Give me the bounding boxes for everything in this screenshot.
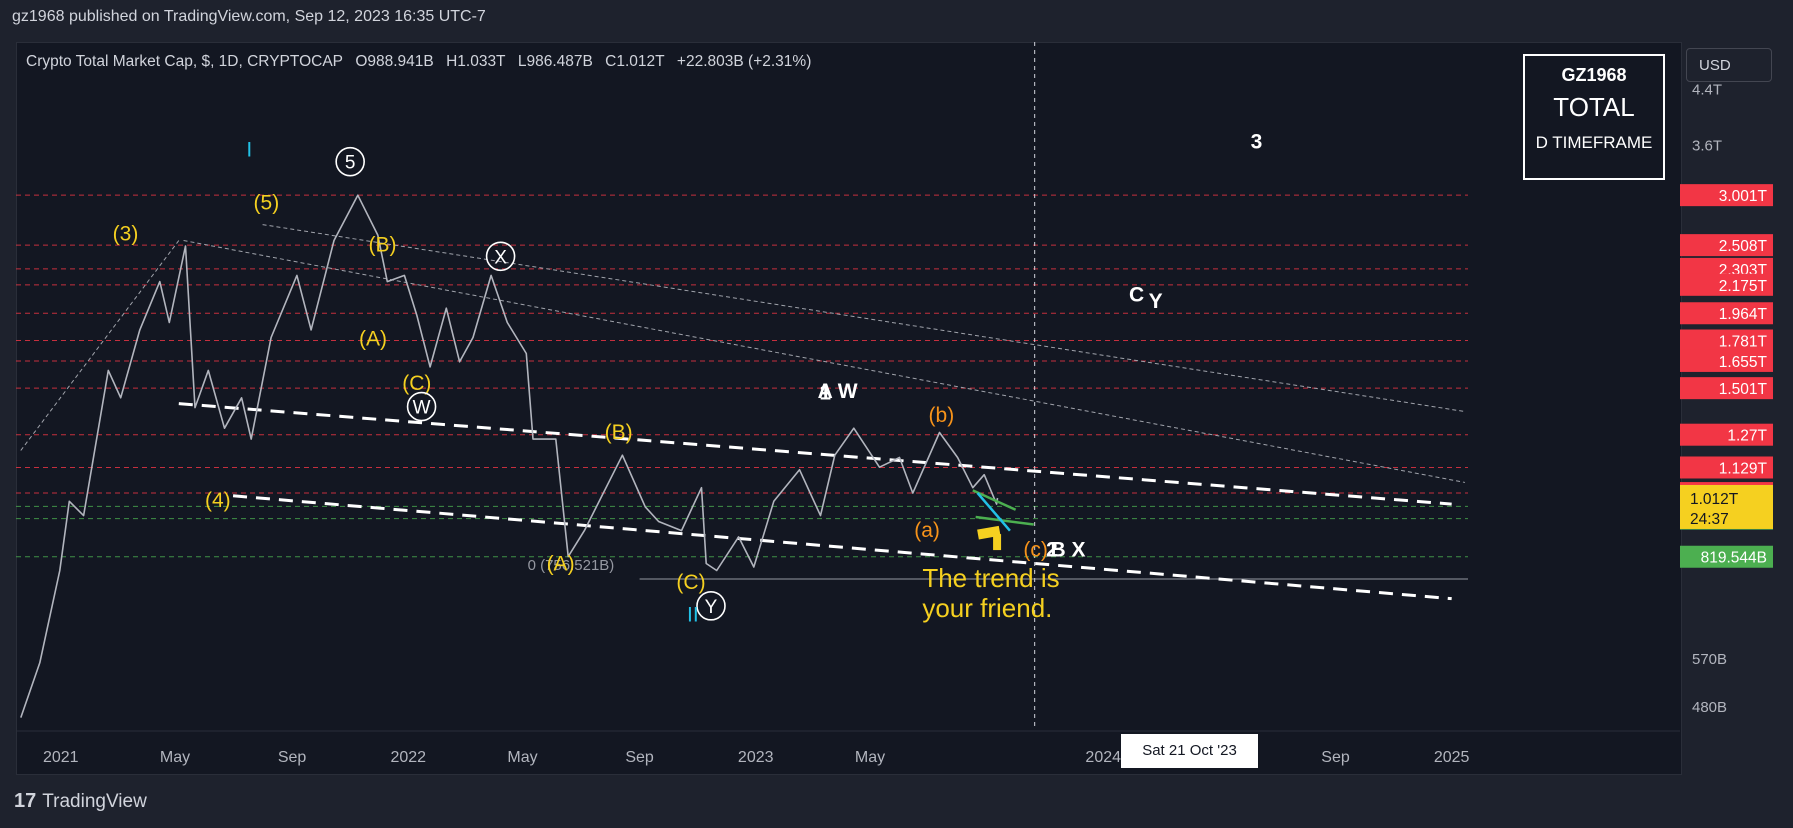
fib-price-tag	[1680, 184, 1773, 207]
wave-circle	[696, 591, 726, 621]
wave-label: I	[246, 138, 252, 161]
fib-price-label: 1.964T	[1719, 306, 1768, 323]
wave-label: (b)	[929, 404, 955, 427]
tradingview-logo[interactable]: 17 TradingView	[14, 790, 147, 813]
x-tick-label: May	[507, 749, 537, 766]
wave-label: (B)	[369, 234, 397, 257]
wave-label: Y	[1149, 290, 1163, 313]
fib-price-label: 2.508T	[1719, 238, 1768, 255]
trendline[interactable]	[20, 240, 180, 451]
y-tick-label: 570B	[1692, 651, 1727, 668]
ohlc-open: O988.941B	[355, 53, 434, 70]
trendline[interactable]	[178, 402, 1452, 506]
y-tick-label: 4.4T	[1692, 82, 1722, 99]
trendline[interactable]	[183, 240, 1466, 483]
x-tick-label: Sep	[1321, 749, 1350, 766]
fib-price-label: 3.001T	[1719, 188, 1768, 205]
ohlc-high: H1.033T	[446, 53, 506, 70]
fib-price-tag	[1680, 234, 1773, 257]
trend-text-line2: your friend.	[922, 593, 1052, 623]
wave-label: (c)	[1023, 539, 1048, 562]
wave-label: (A)	[359, 327, 387, 350]
wave-label: (5)	[254, 192, 280, 215]
wedge-lower-line	[975, 515, 1034, 526]
fib-price-tag	[1680, 456, 1773, 479]
publish-caption: gz1968 published on TradingView.com, Sep…	[12, 8, 486, 25]
x-tick-label: 2021	[43, 749, 79, 766]
fib-price-label: 1.27T	[1727, 428, 1767, 445]
wave-label: X	[494, 247, 507, 268]
trendline[interactable]	[232, 494, 1452, 601]
fib-price-label: 1.501T	[1719, 381, 1768, 398]
wave-circle	[485, 241, 516, 272]
wave-label: (a)	[914, 519, 940, 542]
wave-label: (4)	[205, 489, 231, 512]
wedge-upper-line	[972, 489, 1017, 511]
wave-label: (C)	[402, 372, 431, 395]
fib-price-tag	[1680, 273, 1773, 296]
fib-price-tag	[1680, 545, 1773, 568]
x-tick-label: May	[855, 749, 885, 766]
x-tick-label: 2024	[1085, 749, 1121, 766]
currency-button[interactable]: USD	[1686, 48, 1772, 82]
symbol-legend[interactable]: Crypto Total Market Cap, $, 1D, CRYPTOCA…	[26, 53, 819, 71]
symbol-name[interactable]: Crypto Total Market Cap, $, 1D, CRYPTOCA…	[26, 53, 344, 70]
fib-price-label: 2.175T	[1719, 278, 1768, 295]
wave-label: W	[413, 398, 431, 419]
info-box: GZ1968 TOTAL D TIMEFRAME	[1523, 54, 1665, 180]
tradingview-logo-icon: 17	[14, 790, 37, 812]
fib-price-label: 1.781T	[1719, 333, 1768, 350]
wave-circle	[335, 146, 365, 177]
x-tick-label: May	[160, 749, 190, 766]
x-tick-label: 2025	[1434, 749, 1470, 766]
wave-label: 3	[1251, 130, 1263, 153]
tradingview-logo-text: TradingView	[42, 791, 147, 812]
wave-label: Y	[705, 597, 718, 618]
info-box-symbol: TOTAL	[1553, 92, 1635, 122]
fib-price-label: 1.129T	[1719, 460, 1768, 477]
wedge-cyan-line	[976, 492, 1011, 532]
sign-post-icon	[993, 534, 1002, 551]
x-tick-label: 2023	[738, 749, 774, 766]
x-tick-label: 2022	[390, 749, 426, 766]
price-line[interactable]	[20, 194, 999, 718]
fib-price-tag	[1680, 302, 1773, 325]
wave-label: 2	[1046, 539, 1058, 562]
wave-label: 5	[345, 153, 356, 174]
wave-label: 1	[819, 382, 831, 405]
ohlc-change: +22.803B (+2.31%)	[676, 53, 812, 70]
fib-zero-label: 0 (756.521B)	[528, 557, 615, 574]
info-box-timeframe: D TIMEFRAME	[1535, 133, 1653, 152]
wave-label: (B)	[605, 421, 633, 444]
wave-label: (3)	[113, 223, 139, 246]
y-tick-label: 3.6T	[1692, 137, 1722, 154]
trend-text-line1: The trend is	[922, 563, 1059, 593]
wave-label: C	[1129, 283, 1144, 306]
y-tick-label: 480B	[1692, 699, 1727, 716]
time-cursor-label: Sat 21 Oct '23	[1121, 734, 1258, 768]
wave-label: A W	[818, 380, 858, 403]
fib-price-tag	[1680, 423, 1773, 446]
ohlc-close: C1.012T	[605, 53, 665, 70]
fib-price-tag	[1680, 377, 1773, 400]
fib-price-tag	[1680, 349, 1773, 372]
x-tick-label: Sep	[278, 749, 307, 766]
current-price-tag	[1680, 484, 1773, 529]
fib-price-tag	[1680, 329, 1773, 352]
fib-price-label: 1.655T	[1719, 354, 1768, 371]
fib-price-label: 819.544B	[1701, 550, 1767, 567]
wave-label: II	[687, 603, 699, 626]
wave-label: (A)	[547, 553, 575, 576]
x-tick-label: Sep	[625, 749, 654, 766]
countdown-label: 24:37	[1690, 511, 1729, 528]
chart-pane[interactable]	[16, 42, 1682, 775]
wave-label: B X	[1050, 539, 1085, 562]
wave-label: (C)	[676, 571, 705, 594]
wave-circle	[406, 391, 437, 422]
info-box-author: GZ1968	[1561, 65, 1627, 85]
current-price-label: 1.012T	[1690, 491, 1739, 508]
ohlc-low: L986.487B	[517, 53, 593, 70]
